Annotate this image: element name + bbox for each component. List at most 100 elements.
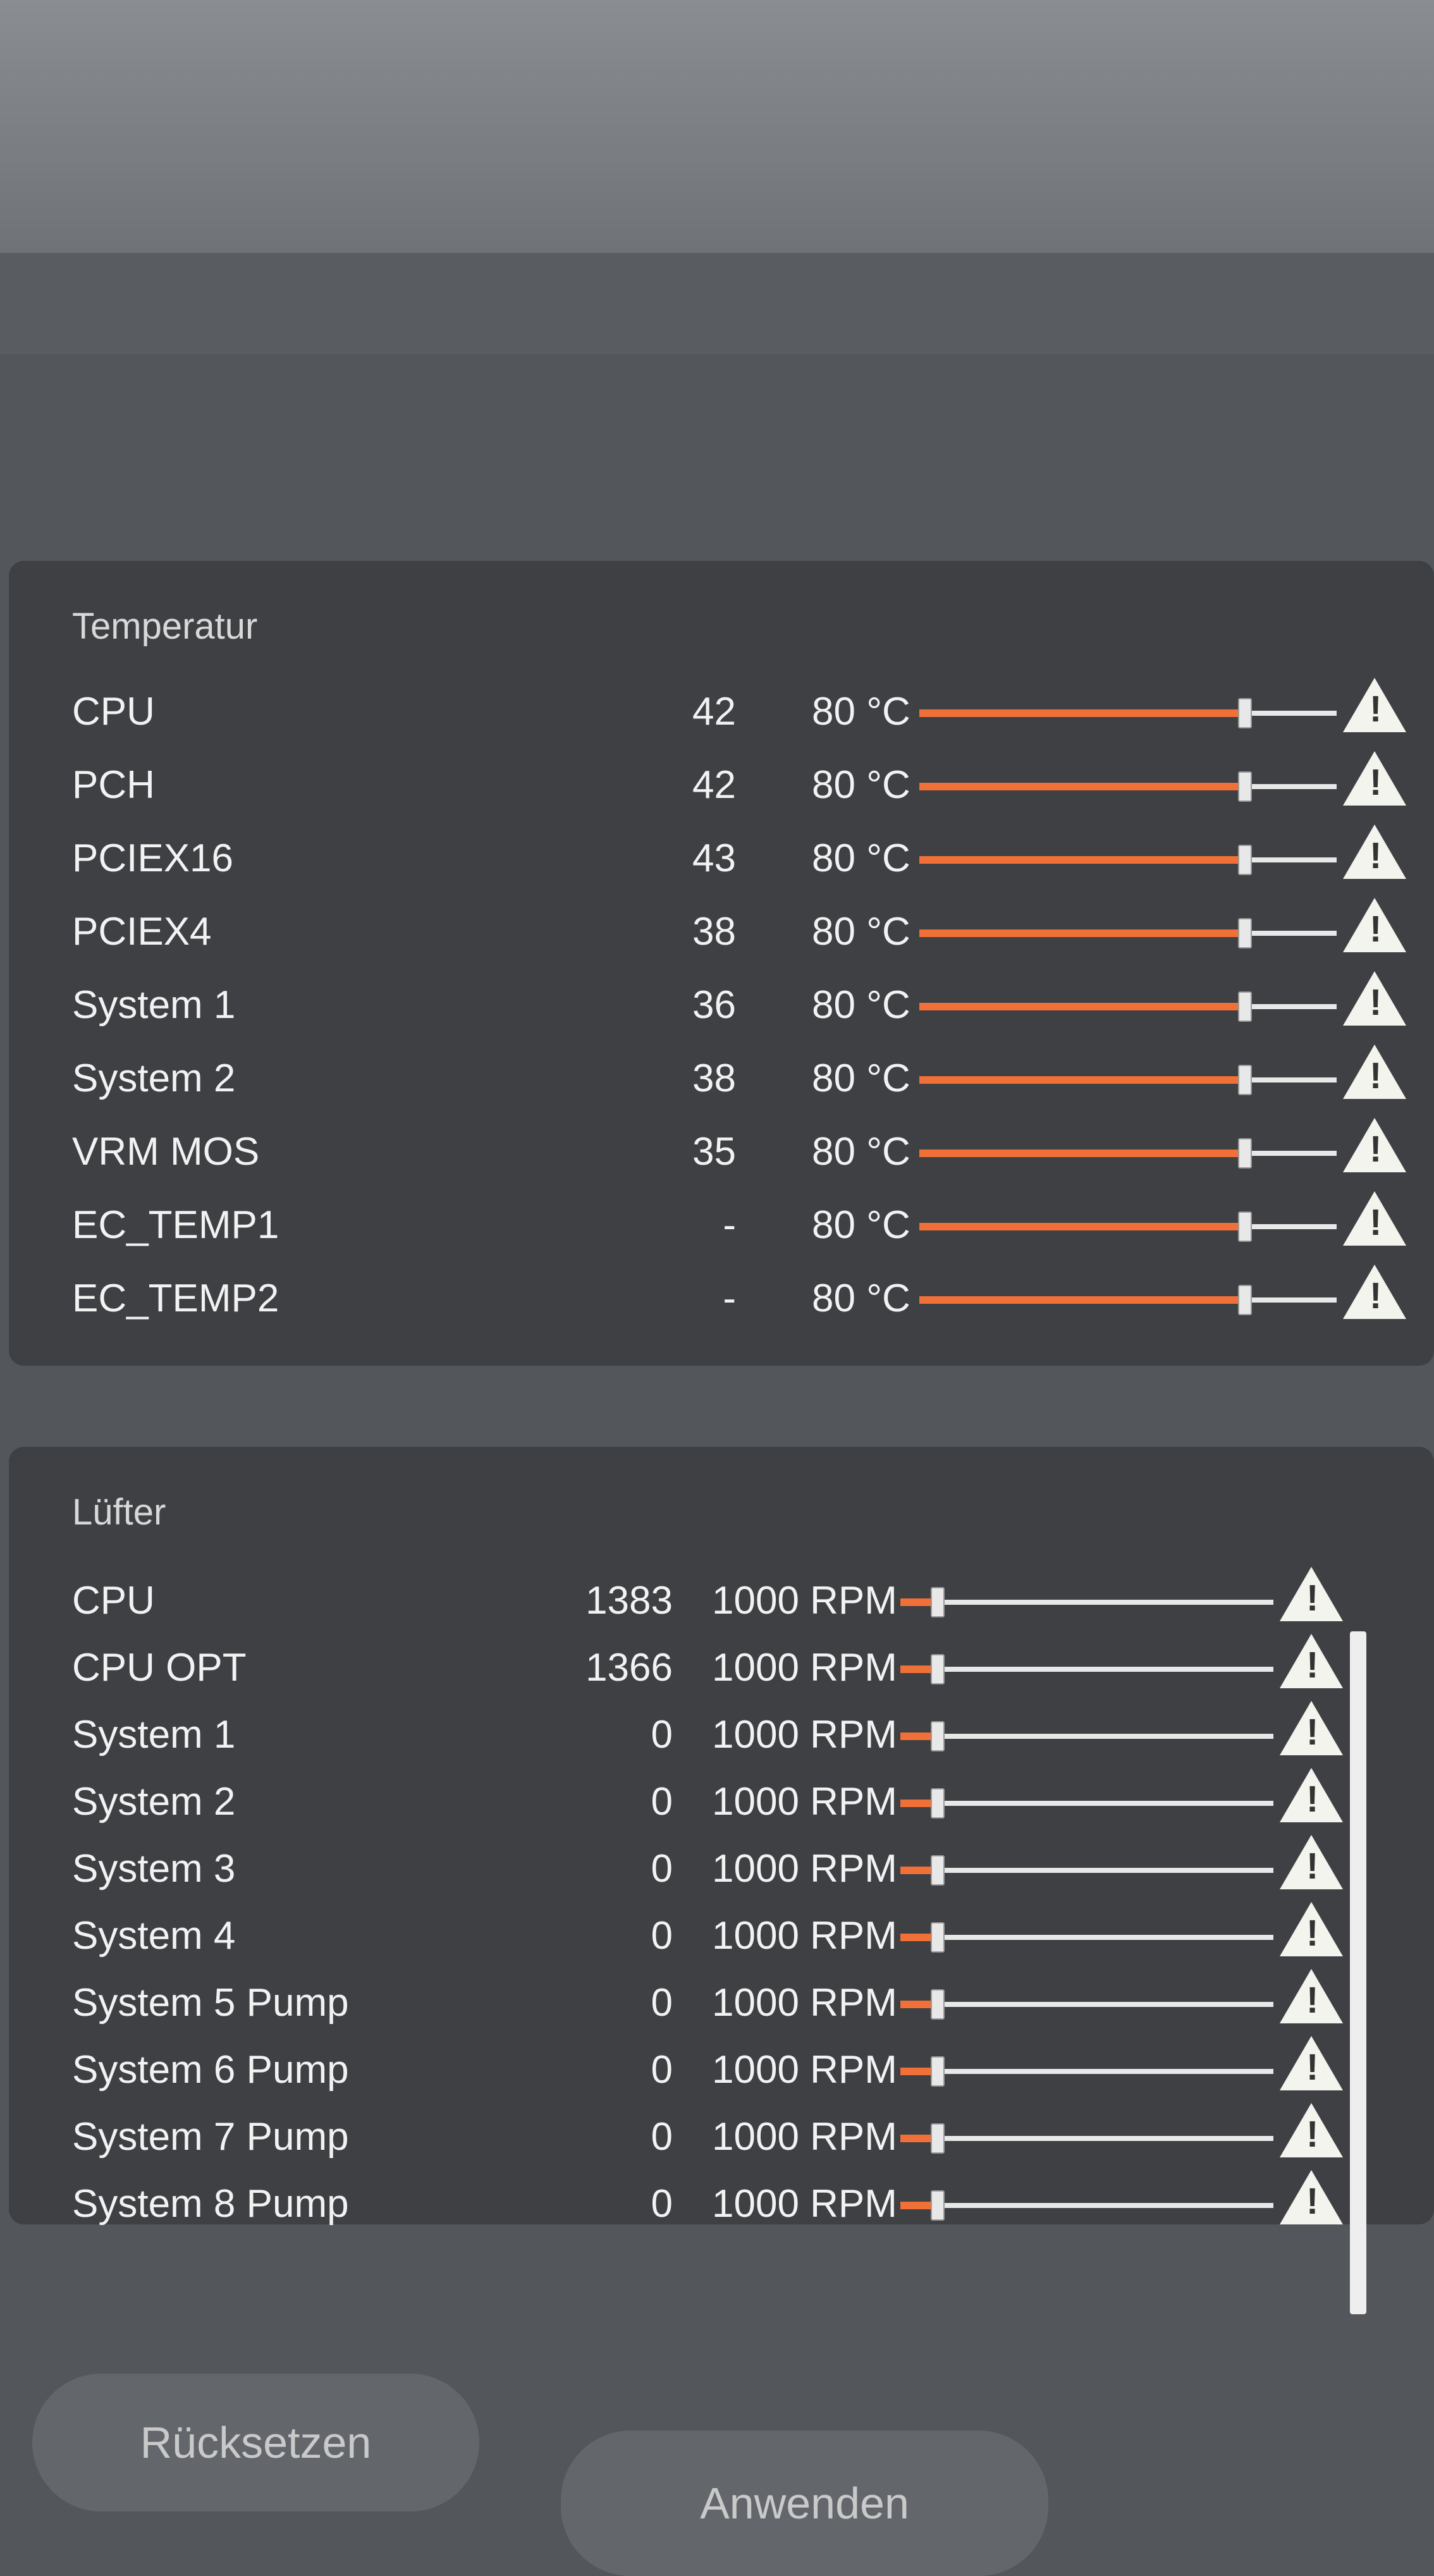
threshold-slider[interactable] [919,771,1337,802]
threshold-slider[interactable] [919,698,1337,728]
fan-row: System 8 Pump 0 1000 RPM ! [9,2170,1434,2233]
current-value: - [723,1277,736,1320]
warning-triangle-icon[interactable]: ! [1343,971,1406,1026]
threshold-slider[interactable] [900,1788,1273,1819]
slider-handle[interactable] [931,1788,945,1819]
threshold-slider[interactable] [919,991,1337,1022]
slider-handle[interactable] [931,1721,945,1751]
warning-triangle-icon[interactable]: ! [1343,1265,1406,1319]
slider-fill [900,2202,938,2209]
warning-triangle-icon[interactable]: ! [1280,1969,1343,2023]
slider-handle[interactable] [1237,771,1252,802]
current-value: 0 [651,1914,673,1958]
slider-fill [919,929,1245,937]
header-divider [0,253,1434,354]
threshold-slider[interactable] [919,1138,1337,1168]
limit-value: 1000 RPM [712,2115,897,2159]
threshold-slider[interactable] [919,1285,1337,1315]
sensor-label: System 2 [72,1780,236,1824]
slider-handle[interactable] [931,1654,945,1684]
limit-value: 1000 RPM [712,2048,897,2092]
warning-triangle-icon[interactable]: ! [1343,678,1406,732]
warning-triangle-icon[interactable]: ! [1343,1118,1406,1172]
sensor-label: System 1 [72,983,236,1027]
warning-triangle-icon[interactable]: ! [1280,2170,1343,2224]
slider-handle[interactable] [1237,1065,1252,1095]
threshold-slider[interactable] [900,2190,1273,2221]
threshold-slider[interactable] [900,1654,1273,1684]
fan-row: System 7 Pump 0 1000 RPM ! [9,2103,1434,2166]
warning-triangle-icon[interactable]: ! [1280,1768,1343,1822]
limit-value: 80 °C [812,1057,910,1100]
current-value: 36 [692,983,736,1027]
slider-handle[interactable] [931,1855,945,1886]
temperature-row: PCH 42 80 °C ! [9,751,1434,814]
current-value: 1383 [585,1579,673,1622]
apply-button[interactable]: Anwenden [561,2431,1048,2576]
temperature-row: System 2 38 80 °C ! [9,1045,1434,1108]
fan-row: System 2 0 1000 RPM ! [9,1768,1434,1831]
warning-triangle-icon[interactable]: ! [1280,1567,1343,1621]
slider-handle[interactable] [1237,698,1252,728]
slider-fill [900,1867,938,1874]
sensor-label: CPU [72,1579,155,1622]
threshold-slider[interactable] [919,845,1337,875]
temperature-title: Temperatur [72,606,258,647]
sensor-label: System 6 Pump [72,2048,349,2092]
warning-triangle-icon[interactable]: ! [1280,1634,1343,1688]
threshold-slider[interactable] [900,1922,1273,1953]
slider-handle[interactable] [931,2056,945,2087]
slider-fill [900,2001,938,2008]
limit-value: 80 °C [812,763,910,807]
slider-handle[interactable] [931,2123,945,2154]
temperature-row: EC_TEMP1 - 80 °C ! [9,1191,1434,1254]
threshold-slider[interactable] [900,2123,1273,2154]
slider-fill [919,1150,1245,1157]
slider-handle[interactable] [931,2190,945,2221]
slider-handle[interactable] [1237,845,1252,875]
slider-handle[interactable] [931,1922,945,1953]
fan-list-scrollbar[interactable] [1350,1631,1366,2314]
current-value: 38 [692,910,736,954]
threshold-slider[interactable] [919,918,1337,948]
sensor-label: VRM MOS [72,1130,260,1174]
threshold-slider[interactable] [900,1855,1273,1886]
warning-triangle-icon[interactable]: ! [1280,1902,1343,1956]
threshold-slider[interactable] [919,1211,1337,1242]
header-band [0,0,1434,253]
reset-button[interactable]: Rücksetzen [32,2374,479,2512]
temperature-panel: Temperatur CPU 42 80 °C ! PCH 42 80 °C ! P… [9,561,1434,1366]
slider-handle[interactable] [1237,1138,1252,1168]
warning-triangle-icon[interactable]: ! [1280,2103,1343,2157]
limit-value: 80 °C [812,910,910,954]
current-value: 38 [692,1057,736,1100]
limit-value: 1000 RPM [712,1914,897,1958]
warning-triangle-icon[interactable]: ! [1343,1045,1406,1099]
limit-value: 80 °C [812,1277,910,1320]
limit-value: 80 °C [812,837,910,880]
slider-fill [919,856,1245,864]
slider-handle[interactable] [1237,918,1252,948]
warning-triangle-icon[interactable]: ! [1343,825,1406,879]
threshold-slider[interactable] [900,2056,1273,2087]
threshold-slider[interactable] [900,1721,1273,1751]
slider-handle[interactable] [1237,1211,1252,1242]
warning-triangle-icon[interactable]: ! [1280,2036,1343,2090]
current-value: 1366 [585,1646,673,1690]
fan-row: System 5 Pump 0 1000 RPM ! [9,1969,1434,2032]
current-value: 0 [651,1981,673,2025]
threshold-slider[interactable] [900,1989,1273,2020]
warning-triangle-icon[interactable]: ! [1280,1835,1343,1889]
warning-triangle-icon[interactable]: ! [1343,898,1406,952]
warning-triangle-icon[interactable]: ! [1343,1191,1406,1246]
slider-fill [900,1733,938,1740]
threshold-slider[interactable] [919,1065,1337,1095]
slider-handle[interactable] [931,1989,945,2020]
warning-triangle-icon[interactable]: ! [1343,751,1406,806]
slider-handle[interactable] [1237,991,1252,1022]
current-value: 0 [651,1780,673,1824]
warning-triangle-icon[interactable]: ! [1280,1701,1343,1755]
slider-handle[interactable] [931,1587,945,1617]
threshold-slider[interactable] [900,1587,1273,1617]
slider-handle[interactable] [1237,1285,1252,1315]
